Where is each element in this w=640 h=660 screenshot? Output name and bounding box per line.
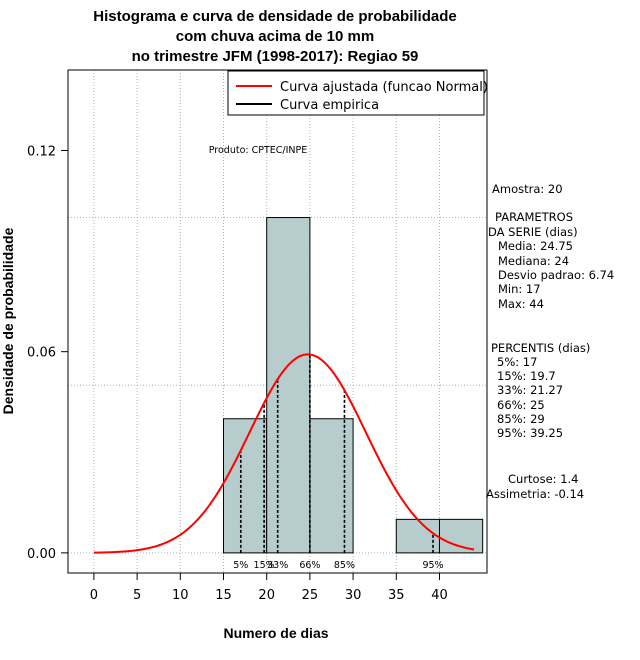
stat-p33: 33%: 21.27 [497,383,563,397]
legend-label-fitted: Curva ajustada (funcao Normal) [280,80,488,95]
x-axis-label: Numero de dias [223,625,328,641]
chart-title-line-1: Histograma e curva de densidade de proba… [93,8,456,25]
grid [68,70,487,573]
stat-curtose: Curtose: 1.4 [508,472,578,486]
x-tick-label-5: 25 [302,588,319,603]
x-tick-label-3: 15 [215,588,232,603]
y-tick-label-1: 0.06 [27,346,56,361]
x-tick-label-4: 20 [258,588,275,603]
percentile-label-1: 15% [254,560,275,571]
x-tick-label-8: 40 [431,588,448,603]
stat-min: Min: 17 [498,282,541,296]
stat-p95: 95%: 39.25 [497,426,563,440]
y-axis: 0.00 0.06 0.12 [27,144,68,562]
percentile-lines: 5% 15%33% 66% 85% 95% [233,354,444,571]
stat-desvio: Desvio padrao: 6.74 [498,268,614,282]
stat-percentis-title: PERCENTIS (dias) [491,341,590,355]
stat-media: Media: 24.75 [498,239,573,253]
stat-p85: 85%: 29 [497,412,545,426]
stat-params-title-2: DA SERIE (dias) [488,225,578,239]
x-tick-label-2: 10 [172,588,189,603]
x-axis: 0 5 10 15 20 25 30 35 40 [90,572,448,603]
product-annotation: Produto: CPTEC/INPE [209,145,308,156]
x-tick-label-7: 35 [388,588,405,603]
stats-panel: Amostra: 20 PARAMETROS DA SERIE (dias) M… [486,182,614,501]
stat-assimetria: Assimetria: -0.14 [486,487,584,501]
chart-title-line-3: no trimestre JFM (1998-2017): Regiao 59 [132,48,419,65]
stat-mediana: Mediana: 24 [498,254,569,268]
stat-amostra: Amostra: 20 [492,182,563,196]
legend-label-empirical: Curva empirica [280,98,379,113]
legend: Curva ajustada (funcao Normal) Curva emp… [227,70,488,116]
x-tick-label-0: 0 [90,588,98,603]
stat-p66: 66%: 25 [497,398,545,412]
percentile-label-3: 66% [299,560,320,571]
histogram-bar-0 [223,418,268,554]
y-tick-label-2: 0.12 [27,144,56,159]
histogram-bar-5 [438,518,484,554]
percentile-label-5: 95% [422,560,443,571]
percentile-label-2: 33% [267,560,288,571]
stat-params-title-1: PARAMETROS [495,210,573,224]
stat-p15: 15%: 19.7 [497,369,556,383]
percentile-label-4: 85% [334,560,355,571]
histogram-bar-2 [309,418,354,554]
stat-max: Max: 44 [498,297,544,311]
x-tick-label-1: 5 [133,588,141,603]
y-axis-label: Densidade de probabilidade [0,227,16,414]
x-tick-label-6: 30 [345,588,362,603]
chart-title-line-2: com chuva acima de 10 mm [176,28,374,45]
legend-box [227,70,485,116]
normal-fit-curve [93,353,475,554]
stat-p5: 5%: 17 [497,355,537,369]
y-tick-label-0: 0.00 [27,547,56,562]
percentile-label-0: 5% [233,560,248,571]
